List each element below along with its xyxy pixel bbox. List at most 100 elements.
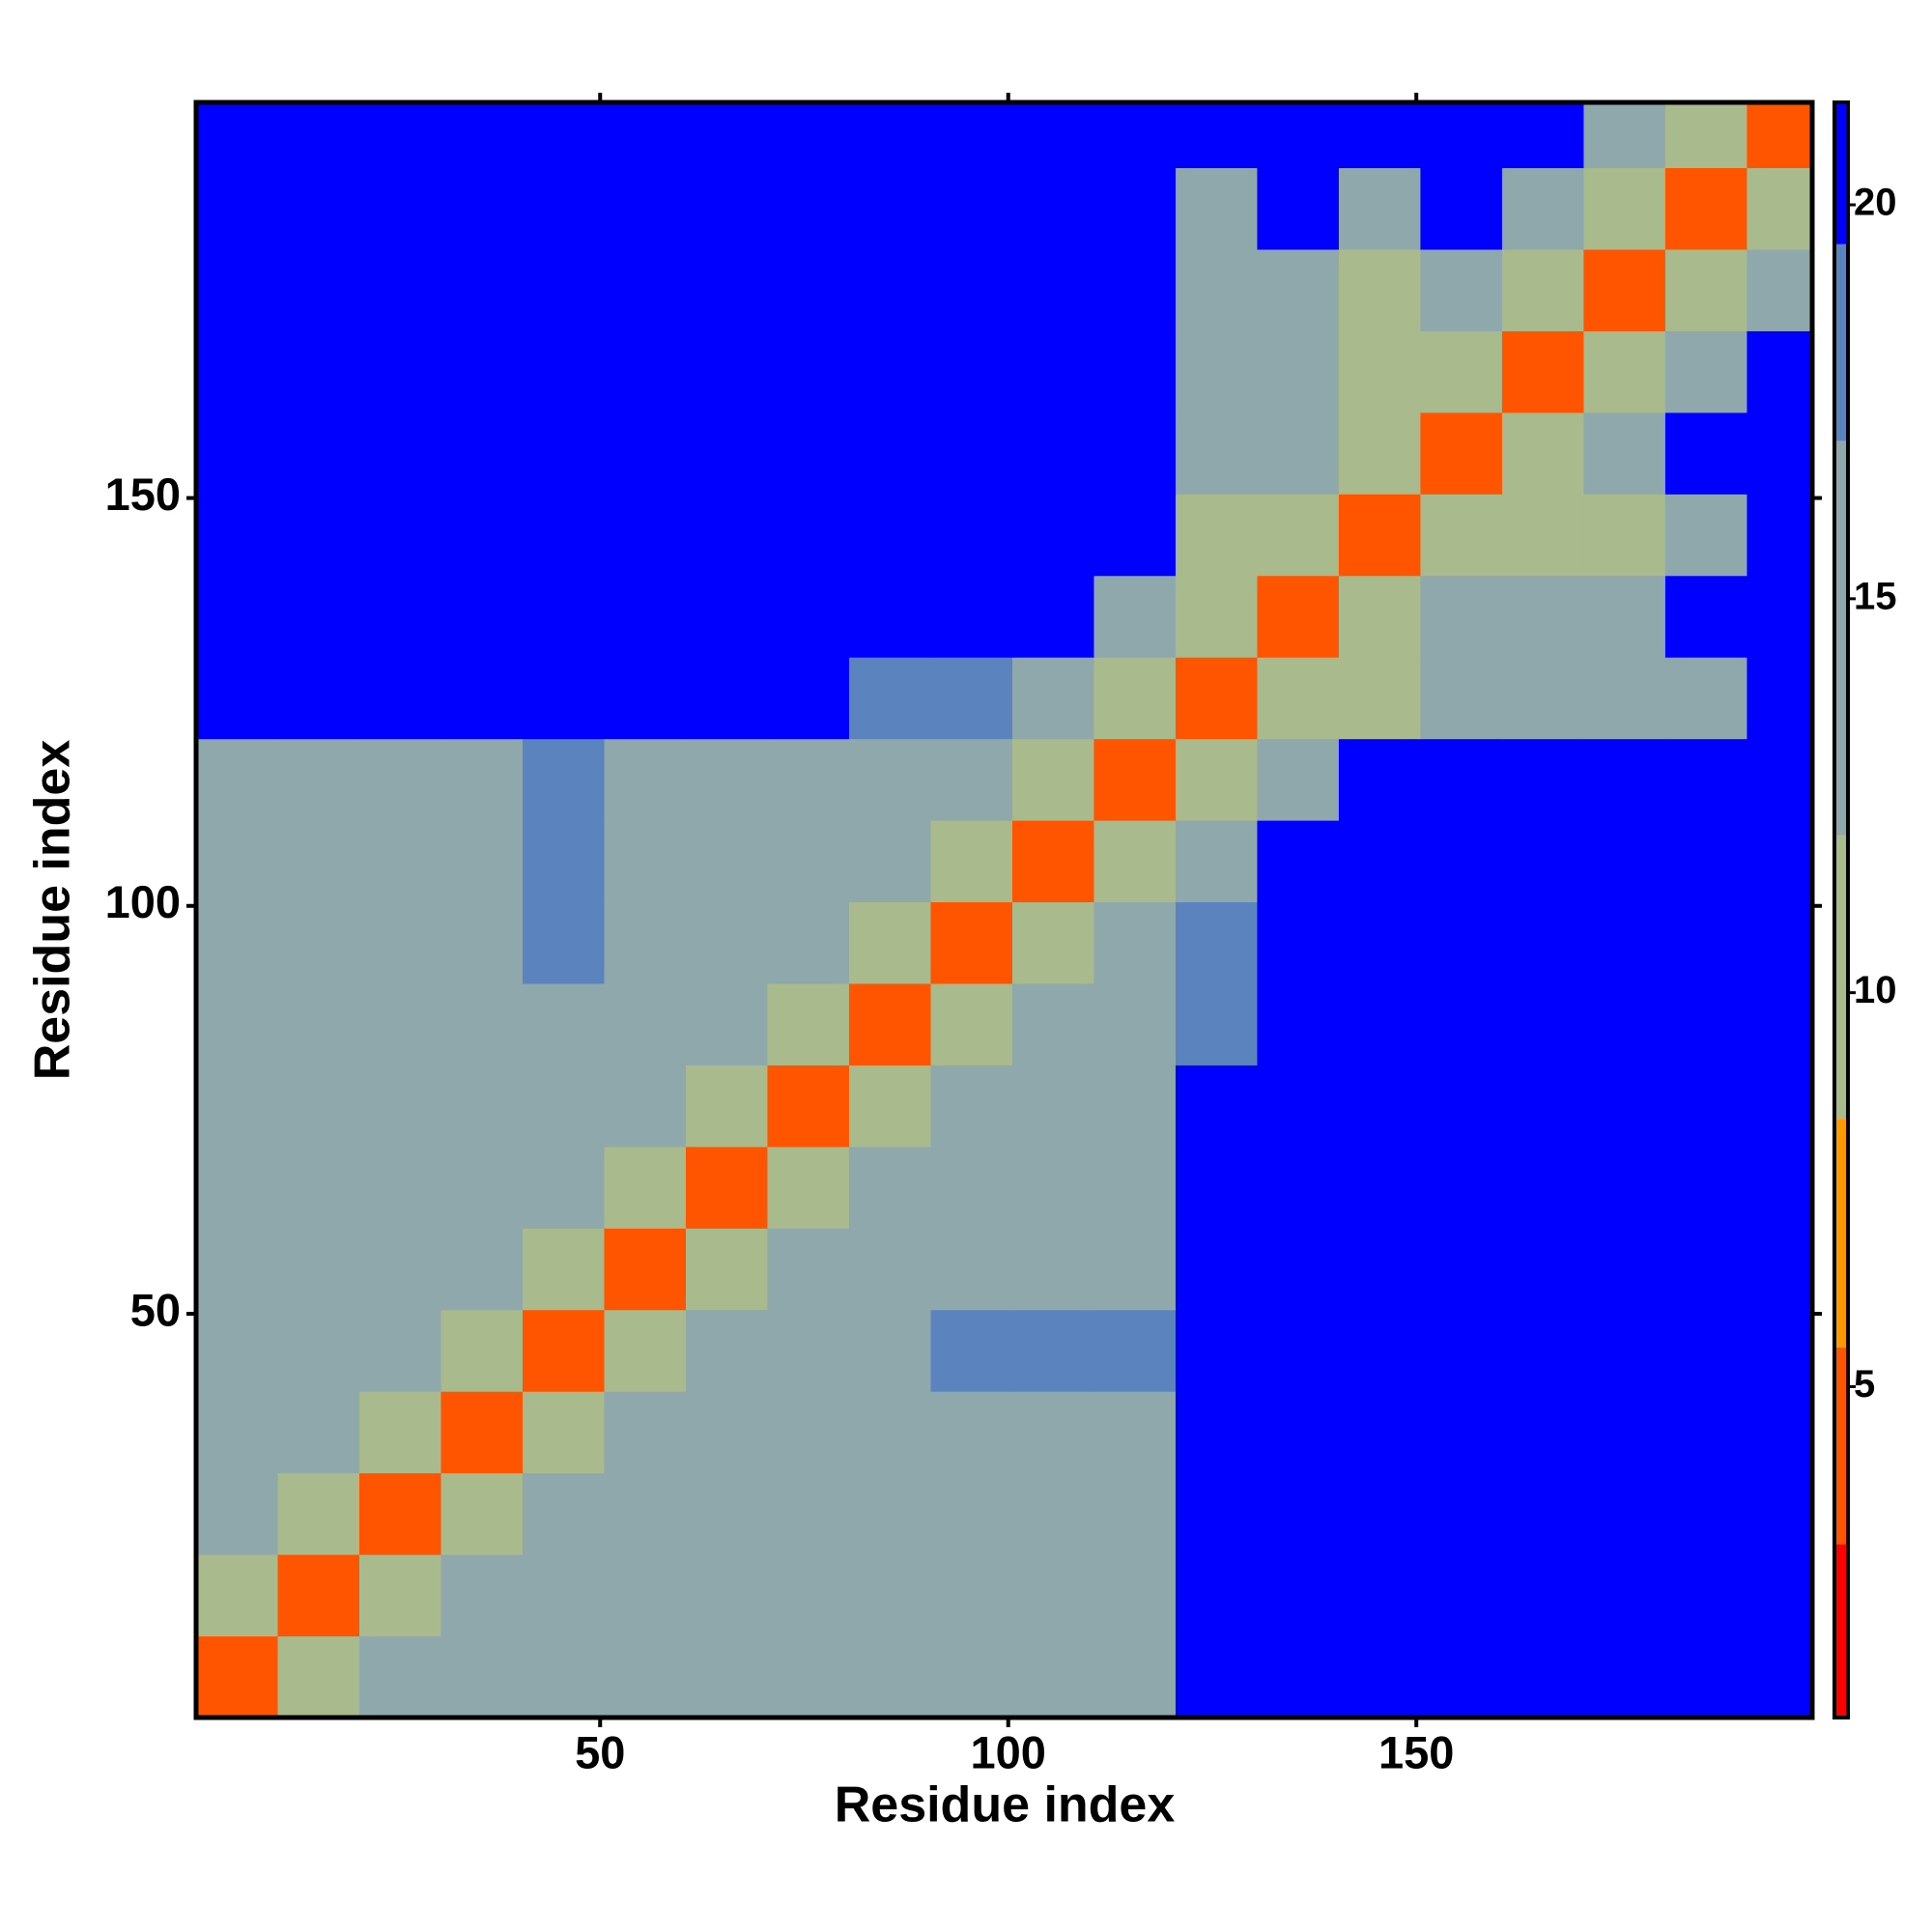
heatmap-cell [930,1391,1013,1474]
heatmap-cell [1338,167,1421,250]
heatmap-cell [848,249,931,331]
heatmap-cell [767,1391,850,1474]
heatmap-cell [767,494,850,577]
heatmap-cell [1747,1554,1813,1637]
heatmap-cell [1664,1554,1747,1637]
heatmap-cell [685,738,768,821]
heatmap-cell [1501,1472,1584,1555]
heatmap-cell [1094,1309,1177,1392]
heatmap-cell [1664,575,1747,658]
heatmap-cell [1664,1065,1747,1148]
heatmap-cell [277,901,360,984]
heatmap-cell [1664,657,1747,740]
heatmap-cell [1094,1635,1177,1719]
heatmap-cell [685,330,768,413]
heatmap-cell [930,820,1013,903]
heatmap-cell [685,102,768,169]
heatmap-cell [1501,901,1584,984]
heatmap-cell [1747,412,1813,495]
heatmap-cell [196,167,278,250]
heatmap-cell [1583,1391,1666,1474]
heatmap-cell [604,657,687,740]
heatmap-cell [1175,1391,1258,1474]
colorbar-tick-label: 10 [1854,969,1897,1011]
heatmap-cell [1011,1146,1094,1229]
heatmap-cell [767,167,850,250]
heatmap-cell [767,102,850,169]
heatmap-cell [604,983,687,1065]
heatmap-cell [930,412,1013,495]
heatmap-cell [1257,167,1340,250]
heatmap-cell [358,820,441,903]
heatmap-cell [1501,1228,1584,1311]
heatmap-cell [1664,102,1747,169]
heatmap-cell [1420,901,1503,984]
heatmap-cell [685,1146,768,1229]
heatmap-cell [1420,983,1503,1065]
heatmap-cell [277,330,360,413]
heatmap-cell [1338,1635,1421,1719]
heatmap-cell [604,102,687,169]
heatmap-cell [1501,102,1584,169]
heatmap-cell [1420,1146,1503,1229]
heatmap-cell [685,983,768,1065]
heatmap-cell [277,1554,360,1637]
heatmap-cell [1094,657,1177,740]
heatmap-cell [1338,1228,1421,1311]
colorbar: 5 10 15 20 [1833,100,1897,1719]
heatmap-cell [685,657,768,740]
heatmap-cell [522,1391,605,1474]
heatmap-cell [196,249,278,331]
colorbar-band [1834,102,1848,244]
colorbar-band [1834,1544,1848,1718]
heatmap-cell [1175,1635,1258,1719]
heatmap-cell [848,412,931,495]
heatmap-cell [1175,575,1258,658]
heatmap-cell [522,983,605,1065]
heatmap-cell [196,1472,278,1555]
heatmap-cell [1338,494,1421,577]
heatmap-cell [848,983,931,1065]
heatmap-cell [1011,1228,1094,1311]
heatmap-cell [522,575,605,658]
heatmap-cell [767,1635,850,1719]
heatmap-cell [767,330,850,413]
heatmap-cell [1583,1554,1666,1637]
heatmap-cell [930,1472,1013,1555]
heatmap-cell [767,1554,850,1637]
heatmap-cell [1257,738,1340,821]
heatmap-cell [848,1554,931,1637]
heatmap-cell [1175,820,1258,903]
heatmap-cell [1011,494,1094,577]
heatmap-cell [440,1472,524,1555]
heatmap-cell [604,1309,687,1392]
heatmap-cell [1420,412,1503,495]
heatmap-cell [522,167,605,250]
heatmap-cell [1664,1472,1747,1555]
heatmap-cell [1583,901,1666,984]
heatmap-cell [358,657,441,740]
heatmap-cell [1420,820,1503,903]
heatmap-cell [767,901,850,984]
heatmap-cell [930,330,1013,413]
colorbar-band [1834,835,1848,1120]
heatmap-cell [930,657,1013,740]
x-tick-label: 150 [1378,1726,1454,1777]
heatmap-cell [1094,412,1177,495]
heatmap-cell [1094,494,1177,577]
heatmap-cell [1664,901,1747,984]
heatmap-cell [1583,1146,1666,1229]
y-axis-title: Residue index [25,740,81,1081]
heatmap-cell [848,1065,931,1148]
heatmap-cell [604,1554,687,1637]
heatmap-cell [1747,1309,1813,1392]
heatmap-cell [767,1472,850,1555]
heatmap-cell [848,1309,931,1392]
heatmap-cell [1664,1309,1747,1392]
heatmap-cell [685,1391,768,1474]
heatmap-cell [1583,983,1666,1065]
heatmap-cell [1583,102,1666,169]
heatmap-cell [1747,901,1813,984]
heatmap-cell [1257,1146,1340,1229]
heatmap-cell [1094,1472,1177,1555]
